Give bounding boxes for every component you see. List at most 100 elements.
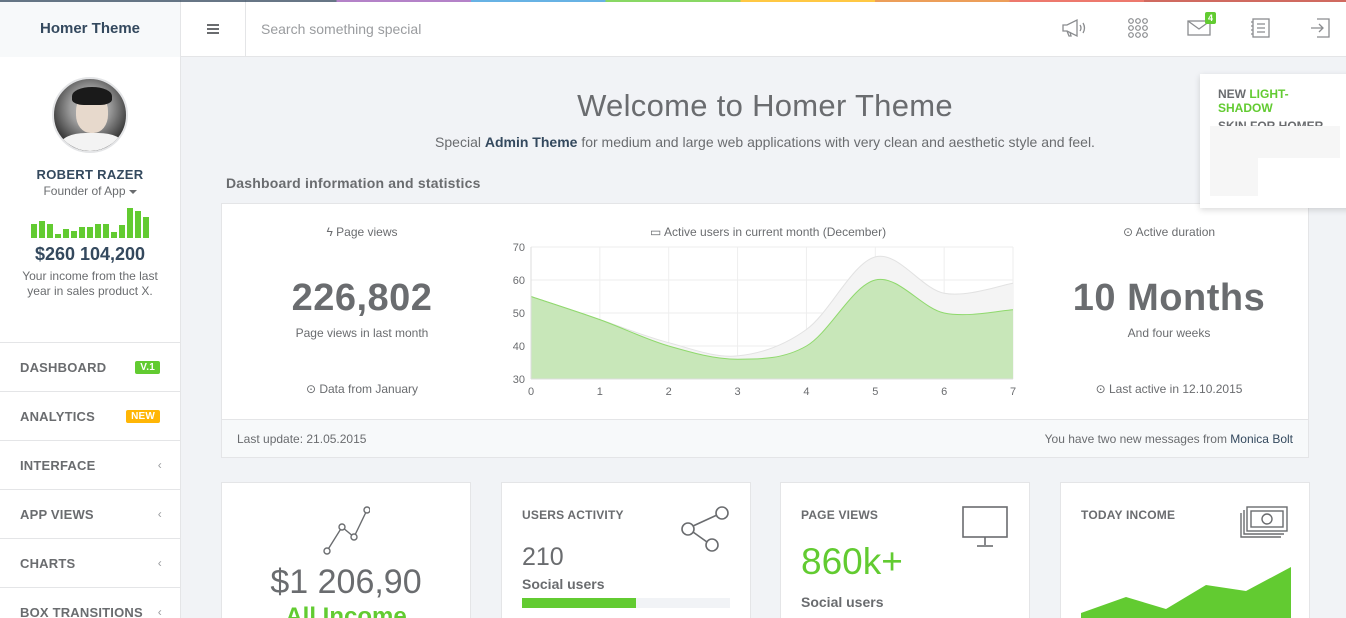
mail-count-badge: 4 (1204, 12, 1216, 24)
top-navbar: Homer Theme 4 (0, 0, 1346, 57)
spark-bar (71, 231, 77, 238)
section-title: Dashboard information and statistics (226, 175, 481, 191)
income-label: All Income (285, 603, 407, 618)
today-income-card: TODAY INCOME (1060, 482, 1310, 618)
search-input[interactable] (246, 0, 746, 57)
chevron-left-icon: ‹ (157, 458, 162, 472)
spark-bar (143, 217, 149, 238)
spark-bar (95, 224, 101, 238)
users-count: 210 (522, 543, 564, 571)
app-logo[interactable]: Homer Theme (0, 0, 181, 57)
menu-icon (207, 23, 219, 34)
active-duration-value: 10 Months (1072, 277, 1266, 319)
page-views-caption: Page views in last month (295, 326, 429, 340)
sender-link[interactable]: Monica Bolt (1230, 431, 1293, 446)
welcome-header: Welcome to Homer Theme Special Admin The… (181, 88, 1346, 150)
x-tick-label: 7 (1010, 386, 1016, 398)
sidebar-item-interface[interactable]: INTERFACE ‹ (0, 441, 180, 490)
today-income-sparkline (1081, 567, 1291, 618)
sidebar-item-charts[interactable]: CHARTS ‹ (0, 539, 180, 588)
sidebar-item-label: ANALYTICS (20, 408, 95, 424)
y-tick-label: 40 (513, 341, 525, 353)
card-title: TODAY INCOME (1081, 508, 1176, 522)
apps-button[interactable] (1123, 14, 1153, 42)
bolt-icon: ϟ (326, 225, 333, 239)
x-tick-label: 4 (803, 386, 809, 398)
users-progress-bar (522, 598, 730, 608)
users-label: Social users (522, 576, 605, 592)
page-views-footnote: Data from January (319, 382, 419, 396)
page-views-value: 226,802 (291, 277, 433, 319)
chevron-left-icon: ‹ (157, 556, 162, 570)
x-tick-label: 3 (735, 386, 741, 398)
sidebar-item-app-views[interactable]: APP VIEWS ‹ (0, 490, 180, 539)
page-title: Welcome to Homer Theme (577, 88, 953, 123)
income-value: $260 104,200 (34, 244, 146, 264)
spark-bar (55, 234, 61, 238)
card-title: PAGE VIEWS (801, 508, 879, 522)
active-users-chart: 30 40 50 60 70 0 1 2 3 4 5 6 7 (513, 242, 1016, 398)
panel-footer: Last update: 21.05.2015 You have two new… (222, 419, 1308, 457)
profile-role-dropdown[interactable]: Founder of App (0, 184, 180, 198)
sidebar-item-box-transitions[interactable]: BOX TRANSITIONS ‹ (0, 588, 180, 618)
profile-card: ROBERT RAZER Founder of App $260 104,200… (0, 77, 180, 343)
apps-grid-icon (1128, 18, 1148, 38)
promo-highlight: LIGHT-SHADOW (1218, 87, 1289, 115)
stat-label: Active duration (1135, 225, 1216, 239)
spark-bar (127, 208, 133, 238)
logout-button[interactable] (1305, 14, 1335, 42)
series-area-primary (531, 279, 1013, 379)
income-value: $1 206,90 (270, 563, 422, 601)
x-tick-label: 6 (941, 386, 947, 398)
caret-down-icon (128, 189, 137, 194)
new-badge: NEW (126, 409, 160, 423)
megaphone-button[interactable] (1060, 14, 1090, 42)
sidebar-item-label: DASHBOARD (20, 359, 107, 375)
chevron-left-icon: ‹ (157, 507, 162, 521)
income-card: $1 206,90 All Income (221, 482, 471, 618)
spark-bar (63, 229, 69, 238)
x-tick-label: 0 (528, 386, 534, 398)
income-sparkline (0, 206, 180, 238)
page-views-card: PAGE VIEWS 860k+ Social users (780, 482, 1030, 618)
avatar[interactable] (52, 77, 128, 153)
sidebar-item-label: APP VIEWS (20, 506, 94, 522)
skin-promo-popup[interactable]: NEW LIGHT-SHADOW SKIN FOR HOMER 2.0 (1200, 74, 1346, 208)
chart-title: ▭ Active users in current month (Decembe… (650, 225, 887, 239)
sidebar-item-label: BOX TRANSITIONS (20, 604, 143, 618)
x-tick-label: 1 (597, 386, 603, 398)
menu-toggle-button[interactable] (181, 0, 246, 57)
page-views-card-label: Social users (801, 594, 884, 610)
notes-button[interactable] (1246, 14, 1276, 42)
notes-icon (1251, 18, 1270, 38)
x-tick-label: 2 (666, 386, 672, 398)
stat-label: Page views (336, 225, 398, 239)
sidebar-item-label: INTERFACE (20, 457, 96, 473)
y-tick-label: 60 (513, 275, 525, 287)
mail-button[interactable]: 4 (1184, 12, 1216, 42)
spark-bar (111, 232, 117, 238)
clock-icon: ⊙ (1122, 225, 1133, 239)
y-tick-label: 30 (513, 374, 525, 386)
spark-bar (135, 211, 141, 238)
version-badge: V.1 (135, 360, 160, 374)
y-tick-label: 50 (513, 308, 525, 320)
profile-name: ROBERT RAZER (36, 167, 144, 182)
income-description: Your income from the last year in sales … (22, 269, 158, 298)
sidebar: ROBERT RAZER Founder of App $260 104,200… (0, 57, 181, 618)
sidebar-item-analytics[interactable]: ANALYTICS NEW (0, 392, 180, 441)
users-progress-fill (522, 598, 637, 608)
series-area-secondary (531, 256, 1013, 379)
money-icon (1240, 506, 1288, 538)
page-views-stat: ϟ Page views 226,802 Page views in last … (242, 225, 482, 396)
spark-bar (47, 224, 53, 238)
spark-bar (31, 224, 37, 238)
profile-role: Founder of App (43, 184, 126, 198)
clock-icon: ⊙ (1095, 382, 1106, 396)
active-duration-caption: And four weeks (1127, 326, 1211, 340)
messages-text: You have two new messages from Monica Bo… (1044, 431, 1293, 446)
chevron-left-icon: ‹ (157, 605, 162, 618)
top-color-line (0, 0, 1346, 2)
sidebar-item-dashboard[interactable]: DASHBOARD V.1 (0, 343, 180, 392)
spark-bar (87, 227, 93, 238)
